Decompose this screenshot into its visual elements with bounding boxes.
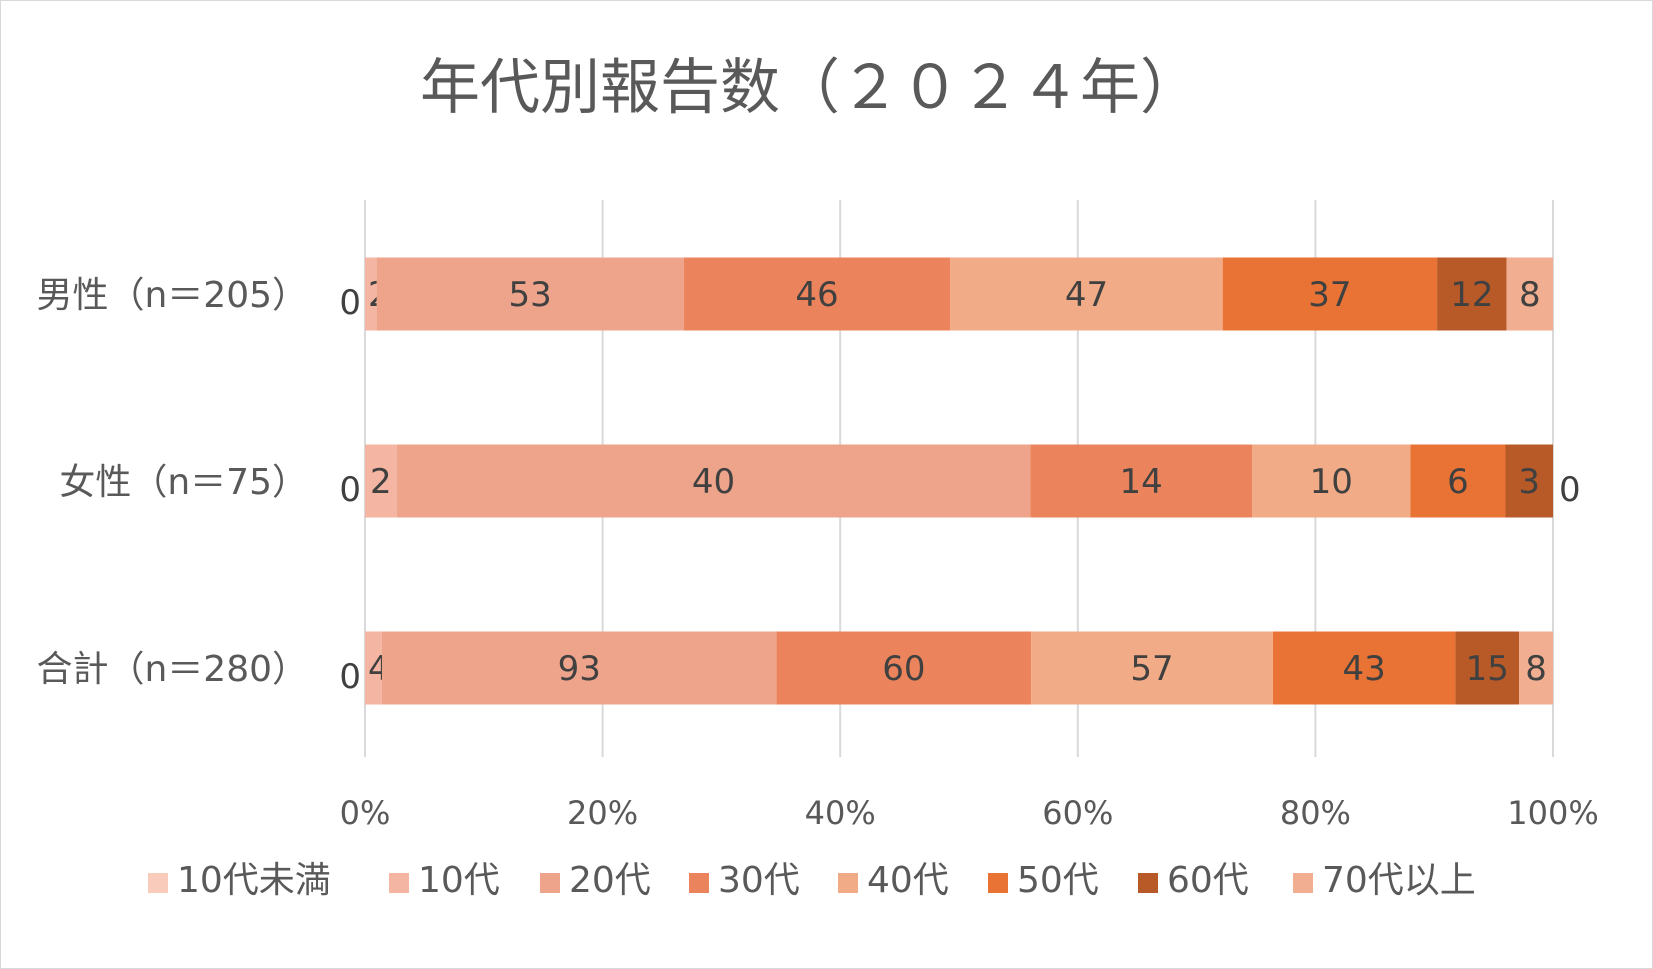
data-label: 0	[1559, 470, 1581, 510]
legend-label: 50代	[1017, 860, 1099, 901]
bars: 0253464737128024014106300493605743158	[339, 257, 1581, 705]
legend-label: 10代未満	[177, 860, 331, 901]
legend: 10代未満 10代 20代 30代 40代 50代 60代 70代以上	[148, 860, 1476, 901]
data-label: 60	[882, 649, 925, 689]
category-label: 男性（n＝205）	[36, 275, 308, 316]
bar-segment	[1505, 444, 1553, 518]
bar-segment	[1519, 631, 1553, 705]
legend-swatch	[1138, 873, 1158, 893]
x-axis-ticks: 0% 20% 40% 60% 80% 100%	[340, 794, 1599, 832]
legend-swatch	[148, 873, 168, 893]
bar-segment	[683, 257, 951, 331]
category-label: 合計（n＝280）	[36, 649, 308, 690]
data-label: 93	[558, 649, 601, 689]
bar-segment	[1410, 444, 1506, 518]
bar-segment	[776, 631, 1032, 705]
bar-segment	[381, 631, 777, 705]
bar-segment	[950, 257, 1223, 331]
bar-segment	[1272, 631, 1456, 705]
data-label: 43	[1343, 649, 1386, 689]
data-label: 40	[692, 462, 735, 502]
bar-segment	[365, 257, 377, 331]
x-tick-label: 0%	[340, 794, 391, 832]
data-label: 3	[1518, 462, 1540, 502]
data-label: 14	[1120, 462, 1163, 502]
bar-segment	[396, 444, 1031, 518]
data-label: 8	[1525, 649, 1547, 689]
bar-segment	[1031, 631, 1273, 705]
legend-label: 40代	[867, 860, 949, 901]
bar-segment	[1437, 257, 1507, 331]
data-label: 0	[339, 283, 361, 323]
data-label: 8	[1519, 275, 1541, 315]
bar-segment	[365, 631, 382, 705]
legend-swatch	[540, 873, 560, 893]
x-tick-label: 40%	[805, 794, 876, 832]
bar-segment	[1222, 257, 1438, 331]
legend-label: 30代	[718, 860, 800, 901]
data-label: 37	[1308, 275, 1351, 315]
bar-segment	[1252, 444, 1411, 518]
legend-label: 20代	[569, 860, 651, 901]
legend-label: 60代	[1167, 860, 1249, 901]
bar-segment	[1030, 444, 1253, 518]
x-tick-label: 80%	[1280, 794, 1351, 832]
bar-segment	[365, 444, 397, 518]
legend-swatch	[389, 873, 409, 893]
chart-title: 年代別報告数（２０２４年）	[420, 53, 1200, 123]
data-label: 10	[1310, 462, 1353, 502]
legend-label: 10代	[418, 860, 500, 901]
data-label: 12	[1450, 275, 1493, 315]
data-label: 46	[795, 275, 838, 315]
x-tick-label: 60%	[1042, 794, 1113, 832]
x-tick-label: 100%	[1507, 794, 1598, 832]
legend-swatch	[838, 873, 858, 893]
legend-label: 70代以上	[1322, 860, 1476, 901]
legend-swatch	[1293, 873, 1313, 893]
data-label: 15	[1466, 649, 1509, 689]
data-label: 47	[1065, 275, 1108, 315]
data-label: 0	[339, 657, 361, 697]
data-label: 53	[509, 275, 552, 315]
data-label: 6	[1447, 462, 1469, 502]
bar-segment	[376, 257, 684, 331]
legend-swatch	[689, 873, 709, 893]
data-label: 57	[1130, 649, 1173, 689]
category-labels: 男性（n＝205） 女性（n＝75） 合計（n＝280）	[36, 275, 308, 690]
bar-segment	[1506, 257, 1553, 331]
legend-swatch	[988, 873, 1008, 893]
data-label: 0	[339, 470, 361, 510]
x-tick-label: 20%	[567, 794, 638, 832]
bar-segment	[1455, 631, 1520, 705]
data-label: 2	[370, 462, 392, 502]
category-label: 女性（n＝75）	[59, 462, 308, 503]
